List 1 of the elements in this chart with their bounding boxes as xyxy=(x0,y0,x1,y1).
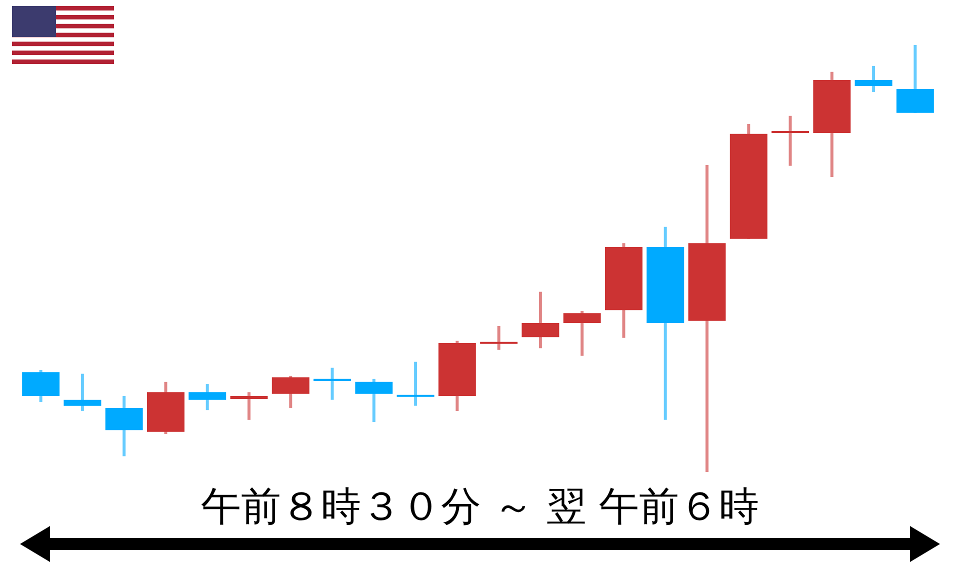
text: 午前８時３０分 ～ 翌 午前６時 xyxy=(200,483,760,532)
